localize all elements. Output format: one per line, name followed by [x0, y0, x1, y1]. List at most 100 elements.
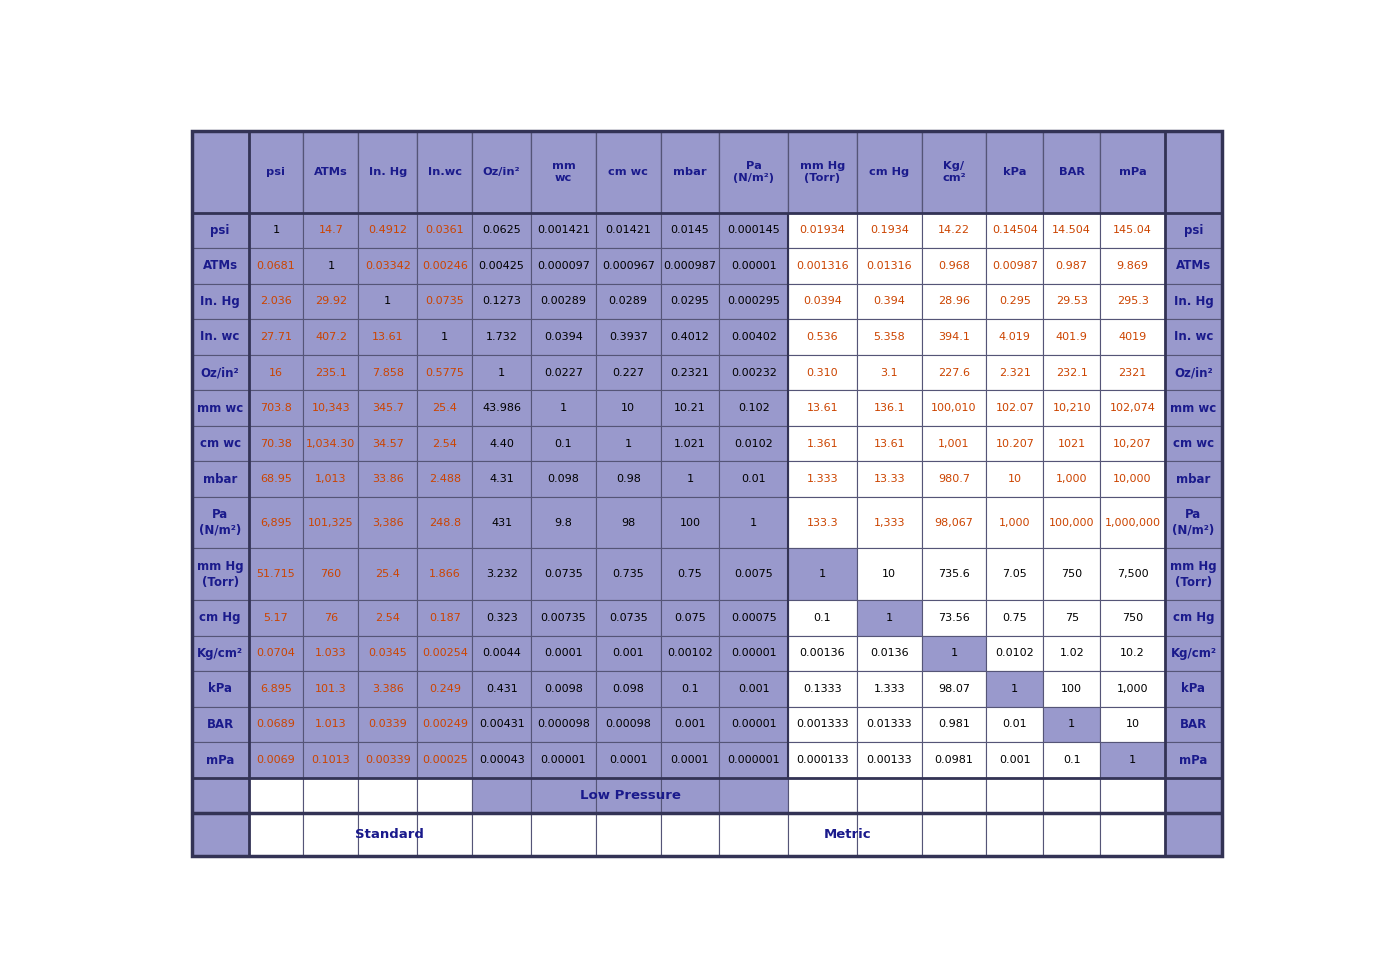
Text: 1.333: 1.333: [807, 474, 838, 485]
Bar: [303, 248, 359, 283]
Bar: [1044, 671, 1100, 706]
Bar: [418, 497, 472, 548]
Bar: [1100, 283, 1165, 319]
Text: 4.019: 4.019: [998, 332, 1030, 342]
Bar: [248, 355, 303, 390]
Text: 2.321: 2.321: [998, 367, 1030, 377]
Bar: [921, 706, 986, 743]
Text: 0.075: 0.075: [674, 613, 706, 622]
Bar: [1044, 497, 1100, 548]
Bar: [921, 813, 986, 856]
Text: 0.1: 0.1: [554, 439, 572, 448]
Bar: [789, 600, 856, 636]
Text: 0.000097: 0.000097: [536, 261, 590, 271]
Text: 16: 16: [269, 367, 283, 377]
Text: 0.394: 0.394: [873, 296, 905, 307]
Bar: [472, 461, 531, 497]
Text: 43.986: 43.986: [483, 404, 521, 413]
Bar: [1100, 390, 1165, 426]
Text: 1.02: 1.02: [1059, 649, 1084, 658]
Text: 1.033: 1.033: [316, 649, 346, 658]
Text: 1: 1: [625, 439, 632, 448]
Bar: [472, 355, 531, 390]
Bar: [856, 743, 921, 778]
Bar: [921, 213, 986, 248]
Bar: [596, 283, 661, 319]
Text: 0.00249: 0.00249: [422, 719, 467, 730]
Bar: [921, 355, 986, 390]
Bar: [418, 131, 472, 213]
Text: 2.488: 2.488: [429, 474, 461, 485]
Text: 235.1: 235.1: [314, 367, 346, 377]
Text: 29.53: 29.53: [1056, 296, 1088, 307]
Bar: [661, 671, 720, 706]
Text: 0.0001: 0.0001: [545, 649, 583, 658]
Text: 0.1273: 0.1273: [483, 296, 521, 307]
Text: Pa
(N/m²): Pa (N/m²): [199, 508, 241, 537]
Bar: [192, 355, 248, 390]
Text: 760: 760: [320, 570, 342, 579]
Bar: [720, 778, 789, 813]
Bar: [531, 778, 596, 813]
Text: 0.00254: 0.00254: [422, 649, 467, 658]
Text: cm wc: cm wc: [1174, 437, 1214, 450]
Bar: [303, 355, 359, 390]
Text: 0.4012: 0.4012: [670, 332, 709, 342]
Bar: [531, 706, 596, 743]
Bar: [921, 390, 986, 426]
Bar: [1100, 600, 1165, 636]
Bar: [720, 131, 789, 213]
Text: 0.0136: 0.0136: [870, 649, 909, 658]
Bar: [596, 355, 661, 390]
Text: 10: 10: [622, 404, 636, 413]
Text: 0.00402: 0.00402: [731, 332, 776, 342]
Text: 0.227: 0.227: [612, 367, 644, 377]
Bar: [1165, 248, 1222, 283]
Text: 102,074: 102,074: [1110, 404, 1156, 413]
Bar: [789, 213, 856, 248]
Bar: [531, 497, 596, 548]
Bar: [1100, 131, 1165, 213]
Text: mm
wc: mm wc: [552, 160, 575, 183]
Text: 735.6: 735.6: [938, 570, 969, 579]
Text: Kg/cm²: Kg/cm²: [1171, 647, 1216, 659]
Bar: [1100, 213, 1165, 248]
Text: 401.9: 401.9: [1056, 332, 1088, 342]
Bar: [1044, 213, 1100, 248]
Text: mPa: mPa: [1118, 167, 1146, 177]
Text: 295.3: 295.3: [1117, 296, 1149, 307]
Text: 10,000: 10,000: [1113, 474, 1151, 485]
Bar: [596, 706, 661, 743]
Bar: [531, 213, 596, 248]
Text: 248.8: 248.8: [429, 518, 461, 528]
Bar: [1165, 283, 1222, 319]
Text: mm Hg
(Torr): mm Hg (Torr): [800, 160, 845, 183]
Bar: [596, 671, 661, 706]
Bar: [789, 671, 856, 706]
Bar: [720, 813, 789, 856]
Text: 0.001421: 0.001421: [536, 226, 590, 235]
Text: 1.866: 1.866: [429, 570, 461, 579]
Bar: [1044, 426, 1100, 461]
Text: 0.0681: 0.0681: [256, 261, 295, 271]
Bar: [596, 497, 661, 548]
Bar: [1044, 131, 1100, 213]
Text: 0.00339: 0.00339: [365, 755, 411, 765]
Text: 0.0075: 0.0075: [735, 570, 774, 579]
Text: 1: 1: [687, 474, 694, 485]
Bar: [1165, 426, 1222, 461]
Text: 6,895: 6,895: [261, 518, 292, 528]
Bar: [1044, 319, 1100, 355]
Bar: [531, 390, 596, 426]
Bar: [1165, 355, 1222, 390]
Text: 1,333: 1,333: [873, 518, 905, 528]
Bar: [921, 743, 986, 778]
Bar: [192, 600, 248, 636]
Bar: [1100, 461, 1165, 497]
Bar: [359, 813, 418, 856]
Text: 0.0001: 0.0001: [670, 755, 709, 765]
Text: mm wc: mm wc: [1171, 402, 1216, 414]
Bar: [661, 355, 720, 390]
Text: 4019: 4019: [1118, 332, 1147, 342]
Text: 0.0069: 0.0069: [256, 755, 295, 765]
